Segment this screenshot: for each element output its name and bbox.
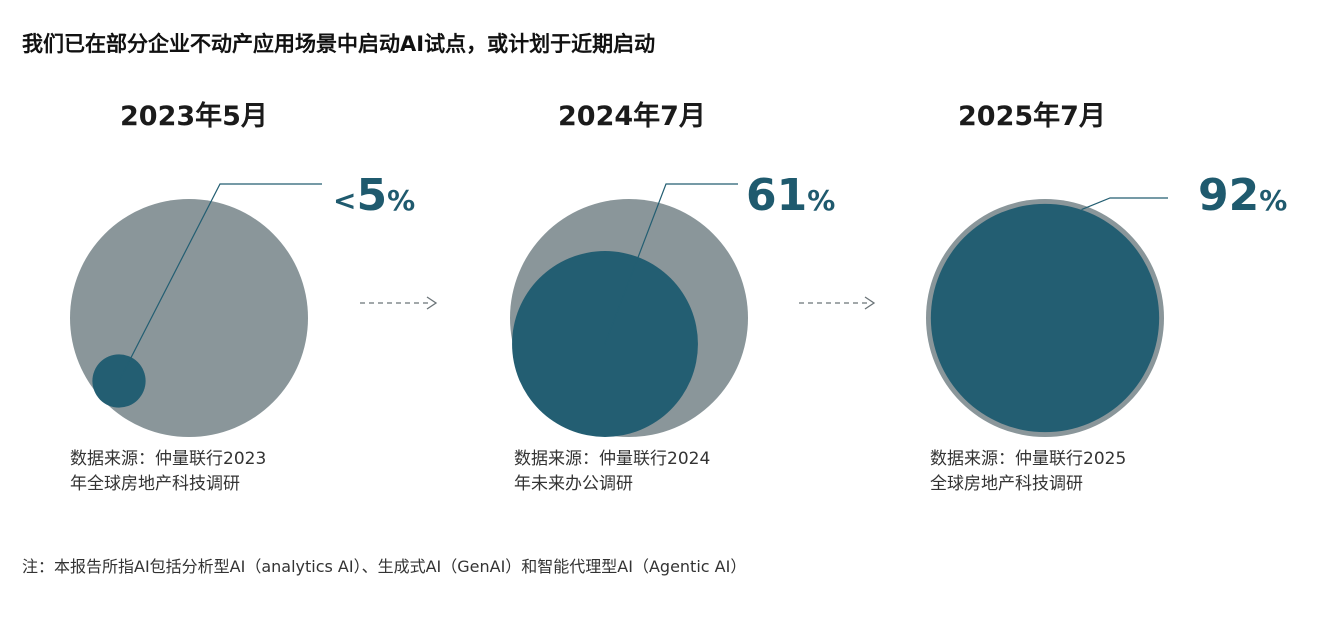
value-number: 61	[746, 170, 808, 221]
value-label-2024: 61%	[746, 170, 835, 221]
source-line: 数据来源：仲量联行2024	[514, 449, 711, 469]
arrow-head	[864, 296, 876, 310]
source-line: 数据来源：仲量联行2023	[70, 449, 267, 469]
value-number: 5	[356, 170, 388, 221]
leader-line	[604, 183, 738, 345]
date-label-2023: 2023年5月	[120, 101, 268, 132]
value-suffix: %	[387, 184, 416, 217]
leader-line	[118, 183, 322, 382]
value-label-2023: <5%	[333, 170, 415, 221]
value-number: 92	[1198, 170, 1260, 221]
value-suffix: %	[807, 184, 836, 217]
value-suffix: %	[1259, 184, 1288, 217]
source-line: 年全球房地产科技调研	[70, 474, 240, 494]
value-label-2025: 92%	[1198, 170, 1287, 221]
value-prefix: <	[333, 184, 357, 217]
source-line: 全球房地产科技调研	[930, 474, 1083, 494]
source-2024: 数据来源：仲量联行2024 年未来办公调研	[514, 447, 710, 497]
date-label-2024: 2024年7月	[558, 101, 706, 132]
inner-circle	[930, 203, 1160, 433]
source-line: 数据来源：仲量联行2025	[930, 449, 1127, 469]
leader-line	[1081, 197, 1168, 211]
chart-title: 我们已在部分企业不动产应用场景中启动AI试点，或计划于近期启动	[22, 32, 656, 56]
source-line: 年未来办公调研	[514, 474, 633, 494]
source-2023: 数据来源：仲量联行2023 年全球房地产科技调研	[70, 447, 266, 497]
arrow-head	[426, 296, 438, 310]
source-2025: 数据来源：仲量联行2025 全球房地产科技调研	[930, 447, 1126, 497]
footnote: 注：本报告所指AI包括分析型AI（analytics AI）、生成式AI（Gen…	[22, 557, 747, 576]
date-label-2025: 2025年7月	[958, 101, 1106, 132]
